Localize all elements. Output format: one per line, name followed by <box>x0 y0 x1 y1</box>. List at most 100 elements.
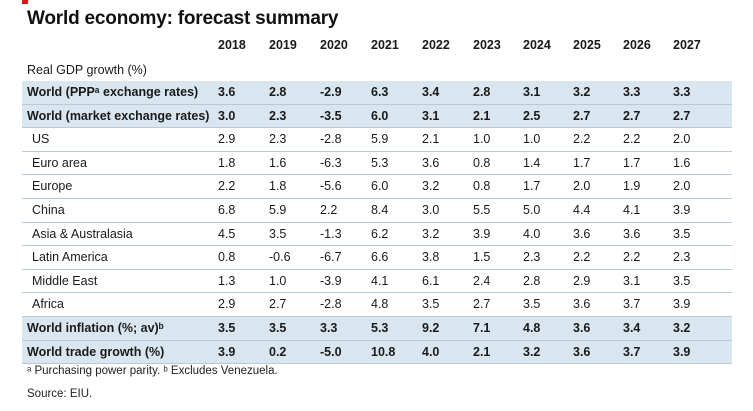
table-cell: 2.2 <box>623 132 641 147</box>
table-cell: 2.3 <box>673 250 691 265</box>
table-cell: 6.3 <box>371 85 389 99</box>
table-cell: 3.6 <box>623 226 641 241</box>
table-cell: 3.3 <box>623 85 641 99</box>
table-cell: 2.2 <box>573 132 591 147</box>
table-cell: 2.7 <box>573 108 591 123</box>
table-cell: 2.8 <box>473 85 491 99</box>
table-cell: 3.5 <box>523 297 541 312</box>
table-cell: 1.0 <box>269 273 287 288</box>
section-label-row: Real GDP growth (%) <box>22 59 732 81</box>
table-cell: 3.9 <box>673 297 691 312</box>
table-cell: 2.2 <box>573 250 591 265</box>
table-cell: 3.8 <box>422 250 440 265</box>
table-cell: 2.8 <box>269 85 287 99</box>
table-row: China 6.8 5.9 2.2 8.4 3.0 5.5 5.0 4.4 4.1 3.9 <box>22 199 732 223</box>
table-cell: 3.2 <box>573 85 591 99</box>
table-cell: 3.2 <box>673 320 691 335</box>
table-cell: 6.0 <box>371 179 389 194</box>
table-cell: 2.8 <box>523 273 541 288</box>
row-label: World trade growth (%) <box>27 344 165 359</box>
table-cell: 1.5 <box>473 250 491 265</box>
table-cell: -5.6 <box>320 179 342 194</box>
table-cell: 4.1 <box>623 202 641 217</box>
table-cell: 1.6 <box>269 155 287 170</box>
table-cell: 5.3 <box>371 155 389 170</box>
table-cell: 2.9 <box>573 273 591 288</box>
table-cell: 1.7 <box>523 179 541 194</box>
table-cell: 2.1 <box>473 108 491 123</box>
table-cell: 3.6 <box>573 320 591 335</box>
table-cell: 2.7 <box>623 108 641 123</box>
table-cell: 2.0 <box>673 132 691 147</box>
year-header: 2018 <box>218 38 246 52</box>
table-cell: 3.5 <box>269 320 287 335</box>
table-row: Africa 2.9 2.7 -2.8 4.8 3.5 2.7 3.5 3.6 3.7 3.9 <box>22 293 732 317</box>
table-cell: 3.5 <box>218 320 236 335</box>
table-cell: 4.0 <box>523 226 541 241</box>
table-cell: -1.3 <box>320 226 342 241</box>
table-cell: 3.7 <box>623 344 641 359</box>
table-row: Europe 2.2 1.8 -5.6 6.0 3.2 0.8 1.7 2.0 1.9 2.0 <box>22 175 732 199</box>
table-cell: 3.3 <box>320 320 338 335</box>
table-cell: 9.2 <box>422 320 440 335</box>
table-cell: 3.1 <box>523 85 541 99</box>
table-cell: 2.7 <box>673 108 691 123</box>
table-cell: 6.8 <box>218 202 236 217</box>
forecast-table: 2018 2019 2020 2021 2022 2023 2024 2025 … <box>22 32 732 365</box>
table-cell: 2.2 <box>218 179 236 194</box>
table-cell: 1.8 <box>218 155 236 170</box>
table-row: US 2.9 2.3 -2.8 5.9 2.1 1.0 1.0 2.2 2.2 2.0 <box>22 128 732 152</box>
row-label: Latin America <box>32 250 108 265</box>
table-cell: 2.4 <box>473 273 491 288</box>
year-header: 2026 <box>623 38 651 52</box>
table-cell: 3.9 <box>673 202 691 217</box>
page-title: World economy: forecast summary <box>27 8 339 29</box>
footnote: ᵃ Purchasing power parity. ᵇ Excludes Ve… <box>27 365 278 377</box>
table-row: Euro area 1.8 1.6 -6.3 5.3 3.6 0.8 1.4 1.7 1.7 1.6 <box>22 152 732 176</box>
table-cell: 0.8 <box>473 179 491 194</box>
table-cell: 1.0 <box>473 132 491 147</box>
year-header: 2025 <box>573 38 601 52</box>
table-cell: 2.3 <box>269 108 287 123</box>
table-cell: 6.0 <box>371 108 389 123</box>
table-cell: 2.3 <box>523 250 541 265</box>
table-cell: 8.4 <box>371 202 389 217</box>
table-cell: 5.9 <box>371 132 389 147</box>
table-cell: 1.3 <box>218 273 236 288</box>
table-cell: 2.7 <box>473 297 491 312</box>
table-cell: 2.9 <box>218 297 236 312</box>
table-cell: 0.8 <box>473 155 491 170</box>
table-cell: 3.1 <box>422 108 440 123</box>
table-cell: -2.8 <box>320 297 342 312</box>
table-cell: 5.5 <box>473 202 491 217</box>
row-label: Middle East <box>32 273 98 288</box>
table-cell: 1.8 <box>269 179 287 194</box>
table-row: World inflation (%; av)ᵇ 3.5 3.5 3.3 5.3 9.2 7… <box>22 316 732 341</box>
table-row: Asia & Australasia 4.5 3.5 -1.3 6.2 3.2 3.9 4.0… <box>22 223 732 247</box>
table-cell: 4.4 <box>573 202 591 217</box>
table-cell: -0.6 <box>269 250 291 265</box>
table-cell: 0.2 <box>269 344 287 359</box>
table-cell: 2.1 <box>422 132 440 147</box>
table-cell: 6.6 <box>371 250 389 265</box>
table-cell: 2.9 <box>218 132 236 147</box>
table-cell: 3.6 <box>573 344 591 359</box>
table-cell: 3.0 <box>218 108 236 123</box>
table-row: World (market exchange rates) 3.0 2.3 -3.5 6… <box>22 104 732 129</box>
table-cell: -6.3 <box>320 155 342 170</box>
table-cell: 2.5 <box>523 108 541 123</box>
brand-red-tab <box>22 0 28 4</box>
table-cell: 6.1 <box>422 273 440 288</box>
year-header: 2020 <box>320 38 348 52</box>
table-cell: -2.9 <box>320 85 342 99</box>
row-label: Africa <box>32 297 64 312</box>
table-cell: 2.1 <box>473 344 491 359</box>
table-cell: 5.0 <box>523 202 541 217</box>
table-cell: 2.2 <box>320 202 338 217</box>
section-label: Real GDP growth (%) <box>27 63 147 77</box>
table-cell: 3.9 <box>473 226 491 241</box>
table-cell: -3.5 <box>320 108 342 123</box>
table-cell: -3.9 <box>320 273 342 288</box>
year-header: 2019 <box>269 38 297 52</box>
table-cell: 3.5 <box>422 297 440 312</box>
